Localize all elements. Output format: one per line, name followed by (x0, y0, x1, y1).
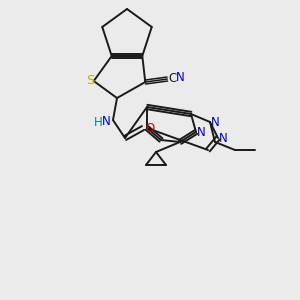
Text: N: N (219, 131, 227, 145)
Text: O: O (146, 122, 154, 134)
Text: H: H (94, 116, 102, 128)
Text: S: S (86, 74, 95, 86)
Text: N: N (176, 70, 185, 83)
Text: N: N (196, 127, 206, 140)
Text: N: N (102, 115, 110, 128)
Text: N: N (211, 116, 219, 130)
Text: C: C (168, 71, 176, 85)
